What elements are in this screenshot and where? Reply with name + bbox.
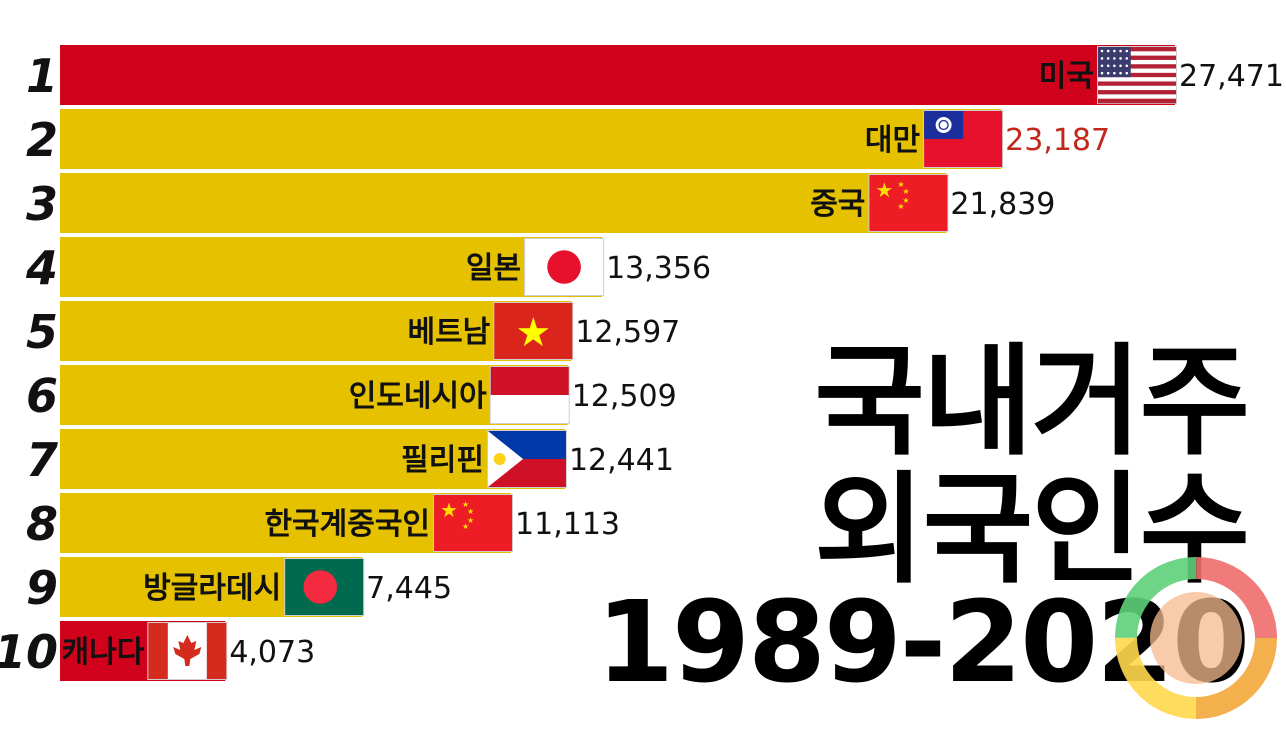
- rank-label: 2: [26, 113, 58, 167]
- svg-text:★: ★: [440, 498, 458, 522]
- china-flag-icon: ★ ★★★★: [868, 174, 949, 232]
- chart-title-line1: 국내거주: [814, 333, 1250, 472]
- vietnam-flag-icon: ★: [493, 302, 574, 360]
- china-flag-icon: ★ ★★★★: [433, 494, 514, 552]
- philippines-flag-icon: [486, 430, 567, 488]
- svg-text:★: ★: [467, 507, 474, 516]
- rank-label: 8: [26, 497, 58, 551]
- svg-text:★: ★: [515, 310, 551, 356]
- country-label: 대만: [865, 123, 921, 158]
- svg-text:★: ★: [897, 202, 904, 211]
- rank-label: 5: [26, 305, 58, 359]
- value-label: 21,839: [950, 187, 1055, 222]
- rank-label: 7: [26, 433, 58, 487]
- value-label: 12,597: [575, 315, 680, 350]
- bar: [60, 365, 568, 425]
- bangladesh-flag-icon: [284, 558, 365, 616]
- value-label: 11,113: [515, 507, 620, 542]
- value-label: 23,187: [1005, 123, 1110, 158]
- country-label: 일본: [466, 251, 521, 286]
- indonesia-flag-icon: [489, 366, 570, 424]
- value-label: 27,471: [1179, 59, 1284, 94]
- country-label: 캐나다: [62, 635, 145, 670]
- bar: [60, 45, 1175, 105]
- country-label: 한국계중국인: [264, 507, 430, 542]
- rank-label: 9: [26, 561, 58, 615]
- value-label: 4,073: [229, 635, 315, 670]
- country-label: 인도네시아: [349, 379, 487, 414]
- logo-icon: [1115, 557, 1277, 719]
- country-label: 미국: [1039, 59, 1094, 94]
- country-label: 베트남: [407, 315, 490, 350]
- value-label: 12,441: [569, 443, 674, 478]
- svg-text:★: ★: [902, 196, 909, 205]
- rank-label: 1: [26, 49, 58, 103]
- svg-text:★: ★: [897, 180, 904, 189]
- taiwan-flag-icon: [923, 110, 1004, 168]
- svg-text:★: ★: [467, 516, 474, 525]
- rank-label: 4: [25, 241, 58, 295]
- bar: [60, 109, 1002, 169]
- bar: [60, 429, 565, 489]
- usa-flag-icon: [1097, 46, 1177, 104]
- rank-label: 3: [26, 177, 58, 231]
- country-label: 중국: [810, 187, 865, 222]
- svg-text:★: ★: [875, 178, 893, 202]
- bar: [60, 237, 603, 297]
- bar: [60, 301, 572, 361]
- country-label: 방글라데시: [143, 571, 281, 606]
- japan-flag-icon: [524, 238, 605, 296]
- svg-text:★: ★: [902, 187, 909, 196]
- bar: [60, 173, 947, 233]
- rank-label: 6: [26, 369, 58, 423]
- value-label: 7,445: [366, 571, 452, 606]
- svg-text:★: ★: [462, 522, 469, 531]
- value-label: 13,356: [606, 251, 711, 286]
- canada-flag-icon: [147, 622, 228, 680]
- value-label: 12,509: [572, 379, 677, 414]
- country-label: 필리핀: [401, 443, 484, 478]
- rank-label: 10: [0, 625, 58, 679]
- svg-text:★: ★: [462, 500, 469, 509]
